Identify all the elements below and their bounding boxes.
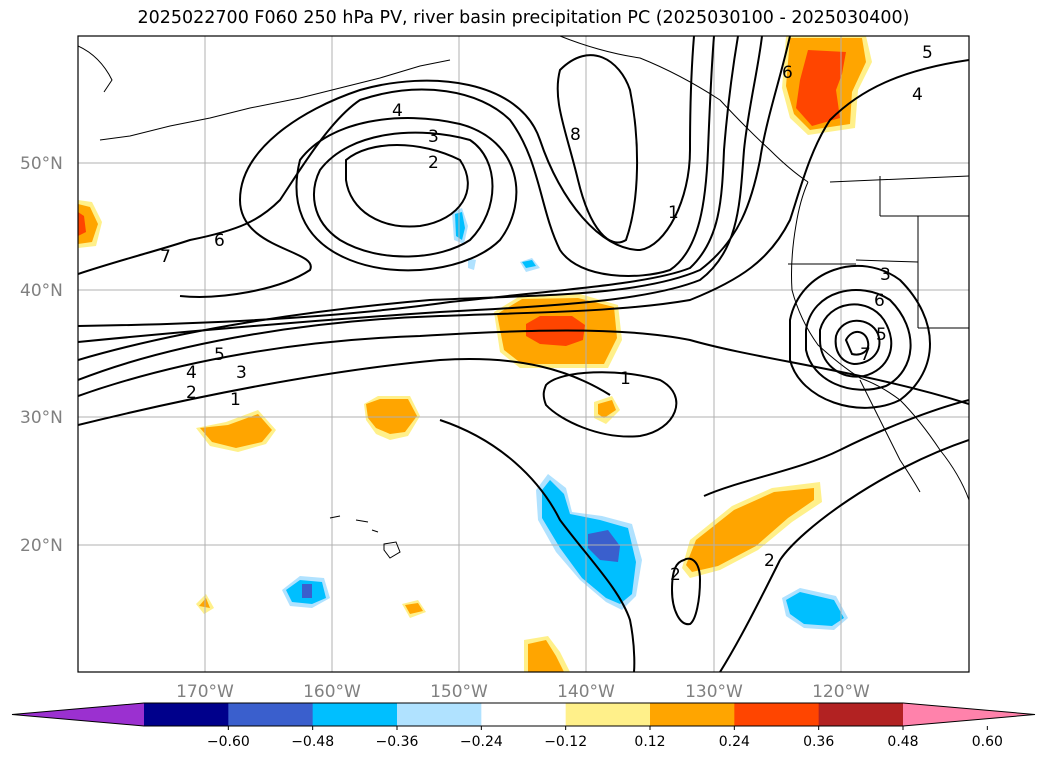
contour-label: 4	[912, 85, 923, 105]
colorbar-segment	[144, 703, 229, 726]
longitude-labels: 170°W 160°W 150°W 140°W 130°W 120°W	[176, 682, 870, 702]
colorbar-tick-label: 0.24	[719, 734, 750, 750]
contour-2	[78, 59, 969, 381]
colorbar-tick-label: −0.36	[376, 734, 419, 750]
contour-label: 3	[236, 363, 247, 383]
map-border	[77, 35, 970, 673]
contour-label: 1	[230, 390, 241, 410]
colorbar-segment	[734, 703, 820, 726]
precip-shading	[78, 36, 872, 672]
hawaii-islands	[329, 515, 401, 559]
colorbar-tick-label: 0.36	[803, 734, 834, 750]
contour-label: 1	[668, 203, 679, 223]
lat-label: 20°N	[20, 536, 63, 556]
contour-labels: 1 2 3 4 5 6 7 8 2 1 2 3 4 5 6 7 1 2 3 4 …	[160, 43, 933, 585]
contour-south-1	[439, 399, 969, 672]
colorbar-segment	[312, 703, 398, 726]
contour-6	[78, 36, 715, 277]
colorbar-extend-min	[12, 703, 144, 726]
colorbar-extend-max	[903, 703, 1035, 726]
colorbar-tick-label: −0.60	[207, 734, 250, 750]
contour-label: 2	[670, 565, 681, 585]
contour-1	[78, 329, 969, 426]
colorbar-segment	[481, 703, 567, 726]
colorbar-segment	[650, 703, 735, 726]
lat-label: 40°N	[20, 281, 63, 301]
colorbar-segment	[565, 703, 651, 726]
contour-label: 6	[214, 231, 225, 251]
coastlines	[78, 36, 969, 559]
contour-label: 4	[392, 101, 403, 121]
contour-east-low	[789, 264, 931, 409]
contour-label: 8	[570, 125, 581, 145]
contour-label: 5	[922, 43, 933, 63]
lon-label: 130°W	[685, 682, 743, 702]
colorbar-outline	[11, 702, 1036, 727]
lat-label: 30°N	[20, 408, 63, 428]
colorbar-tick-label: 0.60	[972, 734, 1003, 750]
colorbar-segment	[228, 703, 314, 726]
pv-contours	[78, 36, 969, 672]
contour-label: 7	[860, 345, 871, 365]
colorbar-tick-label: −0.12	[544, 734, 587, 750]
graticule	[78, 36, 969, 672]
contour-label: 5	[876, 325, 887, 345]
contour-label: 4	[186, 363, 197, 383]
lon-label: 140°W	[557, 682, 615, 702]
contour-5	[78, 36, 739, 327]
contour-label: 6	[782, 63, 793, 83]
contour-label: 2	[764, 551, 775, 571]
colorbar: −0.60 −0.48 −0.36 −0.24 −0.12 0.12 0.24 0.36 0.4…	[11, 702, 1036, 750]
colorbar-segment	[397, 703, 482, 726]
colorbar-tick-label: 0.48	[887, 734, 918, 750]
contour-8	[556, 54, 639, 244]
contour-label: 2	[186, 383, 197, 403]
colorbar-tick-label: −0.48	[291, 734, 334, 750]
contour-label: 1	[620, 369, 631, 389]
north-america-coast	[791, 181, 969, 501]
lat-label: 50°N	[20, 154, 63, 174]
colorbar-segment	[818, 703, 904, 726]
contour-4	[78, 36, 763, 343]
alaska-coast	[78, 36, 809, 183]
contour-label: 2	[428, 153, 439, 173]
lon-label: 150°W	[430, 682, 488, 702]
lon-label: 170°W	[176, 682, 234, 702]
latitude-labels: 50°N 40°N 30°N 20°N	[20, 154, 63, 556]
colorbar-tick-label: 0.12	[634, 734, 665, 750]
contour-label: 3	[880, 265, 891, 285]
colorbar-tick-label: −0.24	[460, 734, 503, 750]
lon-label: 160°W	[303, 682, 361, 702]
contour-label: 7	[160, 247, 171, 267]
contour-label: 5	[214, 345, 225, 365]
lon-label: 120°W	[812, 682, 870, 702]
contour-7	[179, 36, 695, 298]
map-title: 2025022700 F060 250 hPa PV, river basin …	[137, 8, 910, 28]
contour-label: 3	[428, 127, 439, 147]
contour-label: 6	[874, 291, 885, 311]
